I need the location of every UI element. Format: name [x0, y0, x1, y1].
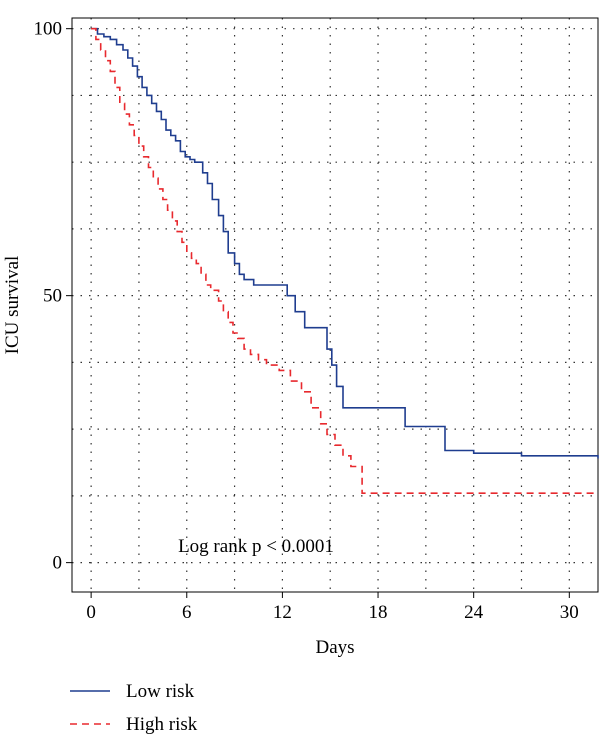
series-line-low-risk	[91, 27, 599, 459]
series-line-high-risk	[91, 27, 598, 494]
x-tick-label: 18	[369, 602, 388, 623]
legend-label: Low risk	[126, 681, 195, 702]
y-tick-label: 0	[53, 553, 63, 574]
x-axis-label: Days	[315, 637, 354, 658]
y-tick-label: 50	[43, 286, 62, 307]
log-rank-annotation: Log rank p < 0.0001	[178, 536, 334, 557]
x-tick-label: 24	[464, 602, 484, 623]
x-tick-label: 12	[273, 602, 292, 623]
x-tick-label: 30	[560, 602, 579, 623]
axis-ticks	[66, 28, 570, 598]
series-layer	[91, 27, 599, 494]
tick-labels: 0 6 12 18 24 30 0 50 100	[34, 19, 579, 623]
legend: Low risk High risk	[70, 681, 198, 735]
plot-frame	[71, 17, 599, 593]
x-tick-label: 6	[182, 602, 192, 623]
x-tick-label: 0	[86, 602, 96, 623]
y-axis-label: ICU survival	[2, 256, 23, 355]
legend-label: High risk	[126, 714, 198, 735]
y-tick-label: 100	[34, 19, 63, 40]
